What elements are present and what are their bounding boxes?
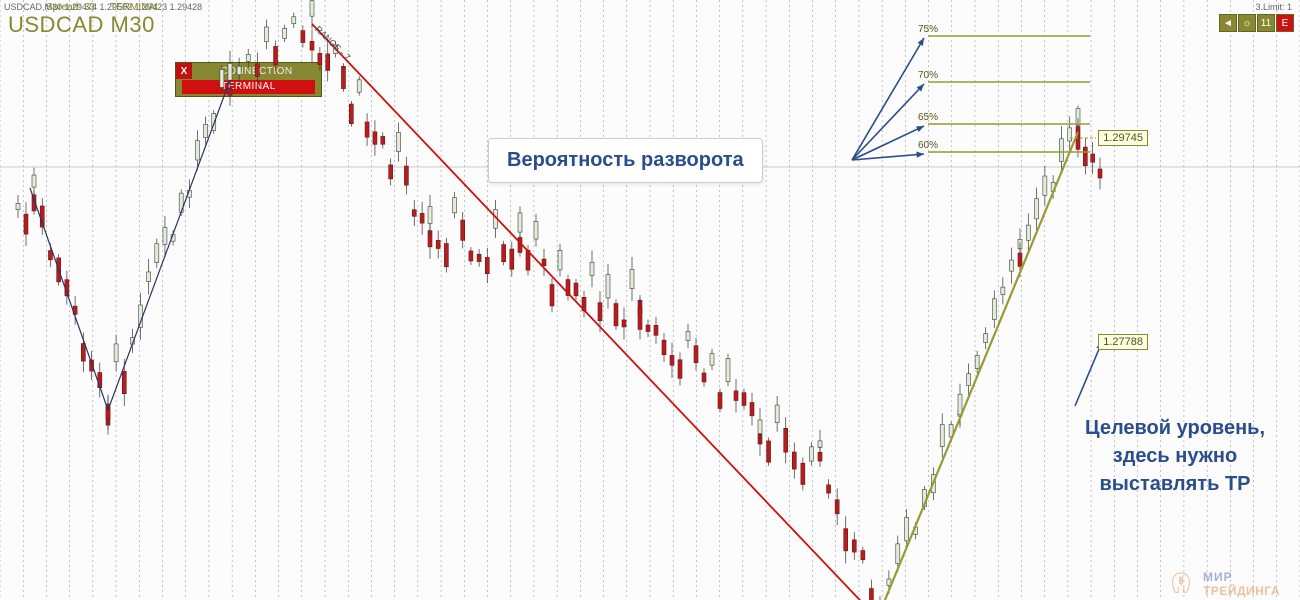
fib-level-label: 60% <box>918 140 938 151</box>
brain-icon <box>1167 570 1195 598</box>
callout-target-line2: здесь нужно <box>1060 442 1290 470</box>
price-tag-2: 1.27788 <box>1098 334 1148 350</box>
watermark-logo: МИР ТРЕЙДИНГА <box>1167 570 1280 598</box>
callout-reversal: Вероятность разворота <box>488 138 763 183</box>
chart-area[interactable]: USDCAD,M30 1.29474 1.29502 1.29423 1.294… <box>0 0 1300 600</box>
fib-level-label: 70% <box>918 70 938 81</box>
price-tag-1: 1.29745 <box>1098 130 1148 146</box>
callout-target-line3: выставлять ТР <box>1060 470 1290 498</box>
fib-level-label: 75% <box>918 24 938 35</box>
logo-text-2: ТРЕЙДИНГА <box>1203 584 1280 598</box>
logo-text-1: МИР <box>1203 570 1280 584</box>
callout-target: Целевой уровень, здесь нужно выставлять … <box>1060 414 1290 498</box>
callout-target-line1: Целевой уровень, <box>1060 414 1290 442</box>
fib-level-label: 65% <box>918 112 938 123</box>
overlay-svg <box>0 0 1300 600</box>
